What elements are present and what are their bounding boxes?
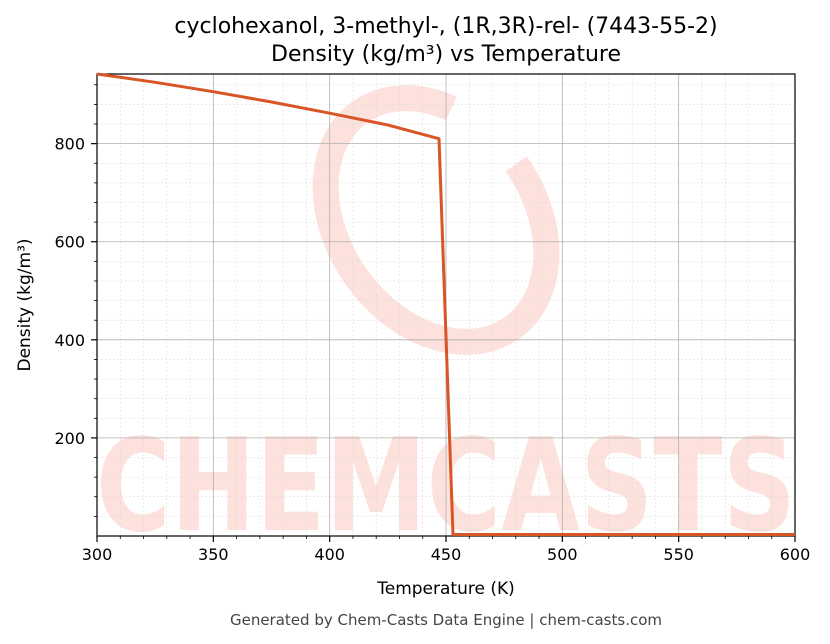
y-tick-labels: 200 400 600 800 — [54, 135, 85, 448]
x-tick-label: 300 — [82, 545, 113, 564]
watermark-logo-ring — [312, 85, 560, 355]
x-tick-label: 600 — [780, 545, 811, 564]
x-tick-label: 350 — [198, 545, 229, 564]
chart-title-line1: cyclohexanol, 3-methyl-, (1R,3R)-rel- (7… — [174, 14, 717, 39]
x-tick-label: 450 — [431, 545, 462, 564]
x-tick-label: 550 — [663, 545, 694, 564]
series-layer — [96, 72, 795, 536]
x-tick-label: 400 — [314, 545, 345, 564]
chart-title-line2: Density (kg/m³) vs Temperature — [271, 42, 621, 67]
y-axis-label: Density (kg/m³) — [15, 238, 35, 371]
footer-credit: Generated by Chem-Casts Data Engine | ch… — [230, 611, 662, 629]
y-tick-label: 200 — [54, 429, 85, 448]
y-tick-label: 800 — [54, 135, 85, 154]
x-axis-label: Temperature (K) — [376, 579, 515, 599]
y-tick-label: 600 — [54, 233, 85, 252]
x-tick-labels: 300 350 400 450 500 550 600 — [82, 545, 811, 564]
density-series-line — [96, 72, 795, 536]
axis-ticks — [91, 84, 796, 542]
y-tick-label: 400 — [54, 331, 85, 350]
x-tick-label: 500 — [547, 545, 578, 564]
